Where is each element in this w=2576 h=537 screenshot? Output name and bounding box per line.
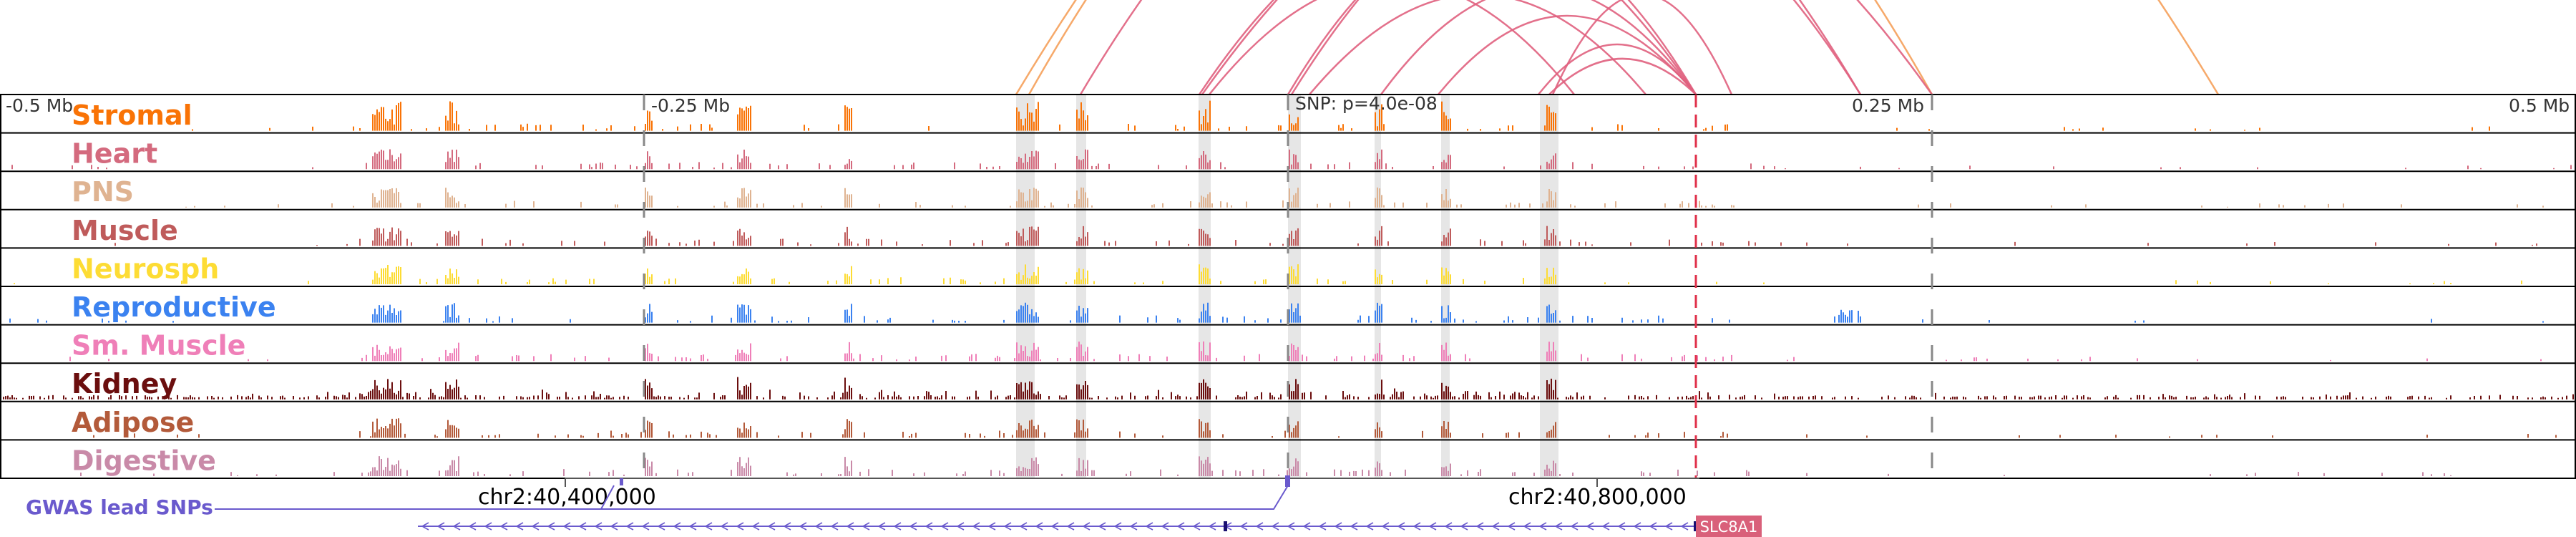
gene-exon (1694, 521, 1697, 531)
signal-sm-muscle (69, 341, 2542, 362)
interaction-arc (1287, 0, 1697, 95)
axis-label-plus-quarter: 0.25 Mb (1852, 95, 1924, 116)
signal-reproductive (9, 302, 2544, 323)
track-name-muscle: Muscle (72, 215, 178, 246)
track-name-adipose: Adipose (72, 407, 194, 438)
coordinate-label-1: chr2:40,400,000 (478, 485, 656, 510)
track-name-stromal: Stromal (72, 100, 192, 131)
gwas-snp-marker-minor (620, 478, 623, 485)
track-name-kidney: Kidney (72, 368, 177, 400)
gene-model (418, 521, 1697, 531)
strand-arrows (421, 522, 1689, 531)
coordinate-label-2: chr2:40,800,000 (1508, 485, 1687, 510)
track-name-neurosph: Neurosph (72, 253, 219, 284)
gene-exon (1224, 521, 1227, 531)
interaction-arc (1290, 0, 1862, 95)
signal-tracks (3, 100, 2574, 476)
track-name-heart: Heart (72, 138, 157, 170)
lower-annotation: chr2:40,400,000 chr2:40,800,000 GWAS lea… (26, 475, 1762, 537)
interaction-arc (1551, 0, 1733, 95)
track-name-sm-muscle: Sm. Muscle (72, 330, 245, 362)
axis-label-right: 0.5 Mb (2509, 95, 2570, 116)
gene-label: SLC8A1 (1700, 518, 1758, 536)
snp-pvalue-label: SNP: p=4.0e-08 (1295, 93, 1438, 114)
track-names: Stromal Heart PNS Muscle Neurosph Reproductiv… (72, 100, 276, 476)
track-name-pns: PNS (72, 176, 134, 208)
interaction-arc (1079, 0, 1862, 95)
gwas-snp-marker (1285, 475, 1290, 487)
gwas-connector (215, 485, 1289, 510)
axis-ticks (643, 95, 1933, 478)
signal-digestive (80, 456, 2451, 476)
track-name-reproductive: Reproductive (72, 291, 276, 323)
interaction-arc (1538, 43, 1697, 95)
signal-adipose (93, 418, 2557, 438)
interaction-arc (1028, 0, 1933, 95)
gwas-track-label: GWAS lead SNPs (26, 495, 213, 519)
interaction-arc (1438, 14, 1697, 95)
interaction-arc (1201, 0, 1933, 95)
track-name-digestive: Digestive (72, 445, 216, 476)
gene-label-box (1696, 516, 1762, 537)
interaction-arc (1548, 57, 1697, 95)
signal-heart (11, 149, 2572, 170)
gwas-connector-minor (600, 485, 615, 510)
interaction-arc (1380, 0, 1697, 95)
signal-pns (185, 187, 2544, 208)
interaction-arc (1209, 0, 1575, 95)
signal-neurosph (14, 264, 2522, 284)
axis-label-left: -0.5 Mb (6, 95, 73, 116)
axis-label-minus-quarter: -0.25 Mb (651, 95, 730, 116)
interaction-arc (1198, 0, 1697, 95)
interaction-arc (1309, 0, 1646, 95)
interaction-arcs (1015, 0, 2220, 95)
signal-kidney (3, 377, 2574, 400)
signal-muscle (114, 226, 2537, 246)
